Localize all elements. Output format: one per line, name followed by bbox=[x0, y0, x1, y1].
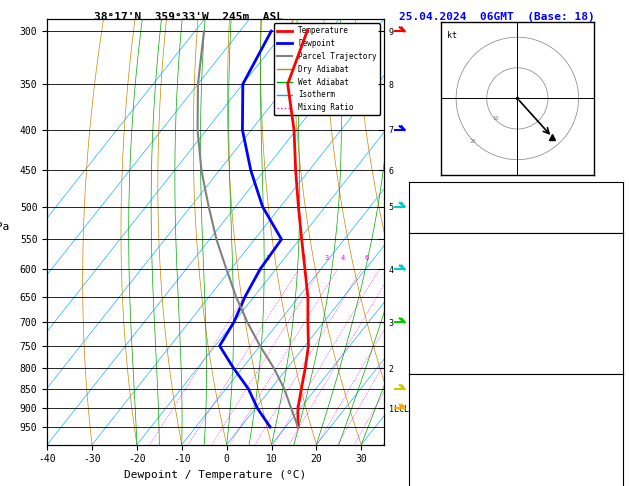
Text: 304: 304 bbox=[603, 295, 620, 305]
Text: 7: 7 bbox=[614, 436, 620, 446]
Text: K: K bbox=[412, 186, 418, 195]
Text: θₑ(K): θₑ(K) bbox=[412, 295, 439, 305]
Text: CAPE (J): CAPE (J) bbox=[412, 456, 455, 465]
Text: CIN (J): CIN (J) bbox=[412, 354, 450, 363]
Text: Temp (°C): Temp (°C) bbox=[412, 257, 460, 266]
Text: 6.6: 6.6 bbox=[603, 276, 620, 285]
Text: 39: 39 bbox=[609, 206, 620, 215]
Text: PW (cm): PW (cm) bbox=[412, 225, 450, 234]
Text: θₑ (K): θₑ (K) bbox=[412, 417, 444, 426]
Y-axis label: hPa: hPa bbox=[0, 222, 9, 232]
Text: Totals Totals: Totals Totals bbox=[412, 206, 482, 215]
Text: © weatheronline.co.uk: © weatheronline.co.uk bbox=[467, 471, 564, 480]
Text: CAPE (J): CAPE (J) bbox=[412, 334, 455, 344]
Text: CIN (J): CIN (J) bbox=[412, 475, 450, 485]
Text: 6: 6 bbox=[365, 255, 369, 260]
Text: 2: 2 bbox=[614, 186, 620, 195]
Text: Most Unstable: Most Unstable bbox=[481, 378, 551, 387]
Text: 38°17'N  359°33'W  245m  ASL: 38°17'N 359°33'W 245m ASL bbox=[94, 12, 283, 22]
Text: 10: 10 bbox=[492, 117, 499, 122]
Legend: Temperature, Dewpoint, Parcel Trajectory, Dry Adiabat, Wet Adiabat, Isotherm, Mi: Temperature, Dewpoint, Parcel Trajectory… bbox=[274, 23, 380, 115]
Text: Lifted Index: Lifted Index bbox=[412, 315, 477, 324]
Text: 12.8: 12.8 bbox=[598, 257, 620, 266]
Text: Mixing Ratio (g/kg): Mixing Ratio (g/kg) bbox=[414, 248, 423, 343]
Text: Lifted Index: Lifted Index bbox=[412, 436, 477, 446]
Text: 306: 306 bbox=[603, 417, 620, 426]
Text: 25.04.2024  06GMT  (Base: 18): 25.04.2024 06GMT (Base: 18) bbox=[399, 12, 595, 22]
Text: Pressure (mb): Pressure (mb) bbox=[412, 398, 482, 407]
Text: 0: 0 bbox=[614, 334, 620, 344]
Text: 1.01: 1.01 bbox=[598, 225, 620, 234]
Text: 700: 700 bbox=[603, 398, 620, 407]
Text: 0: 0 bbox=[614, 475, 620, 485]
Text: Dewp (°C): Dewp (°C) bbox=[412, 276, 460, 285]
Y-axis label: km
ASL: km ASL bbox=[426, 232, 441, 251]
Text: 2: 2 bbox=[302, 255, 306, 260]
Text: Surface: Surface bbox=[497, 237, 535, 246]
Text: 1: 1 bbox=[265, 255, 270, 260]
Text: 0: 0 bbox=[614, 354, 620, 363]
X-axis label: Dewpoint / Temperature (°C): Dewpoint / Temperature (°C) bbox=[125, 470, 306, 480]
Text: 7: 7 bbox=[614, 315, 620, 324]
Text: 3: 3 bbox=[324, 255, 328, 260]
Text: 0: 0 bbox=[614, 456, 620, 465]
Text: kt: kt bbox=[447, 31, 457, 40]
Text: 4: 4 bbox=[341, 255, 345, 260]
Text: 20: 20 bbox=[470, 139, 477, 143]
